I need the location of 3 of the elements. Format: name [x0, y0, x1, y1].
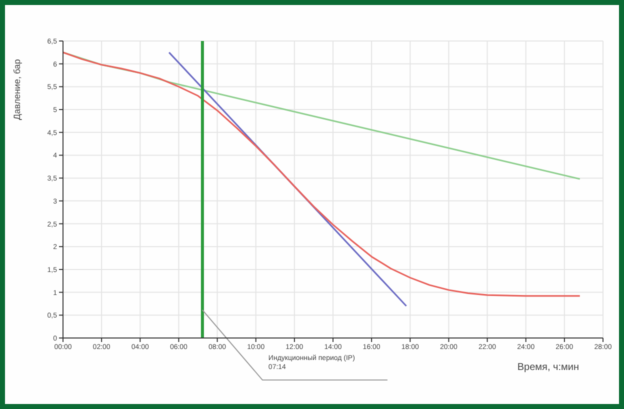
- y-axis-title: Давление, бар: [12, 59, 22, 120]
- line-series: [63, 52, 581, 297]
- x-axis-title: Время, ч:мин: [517, 362, 579, 373]
